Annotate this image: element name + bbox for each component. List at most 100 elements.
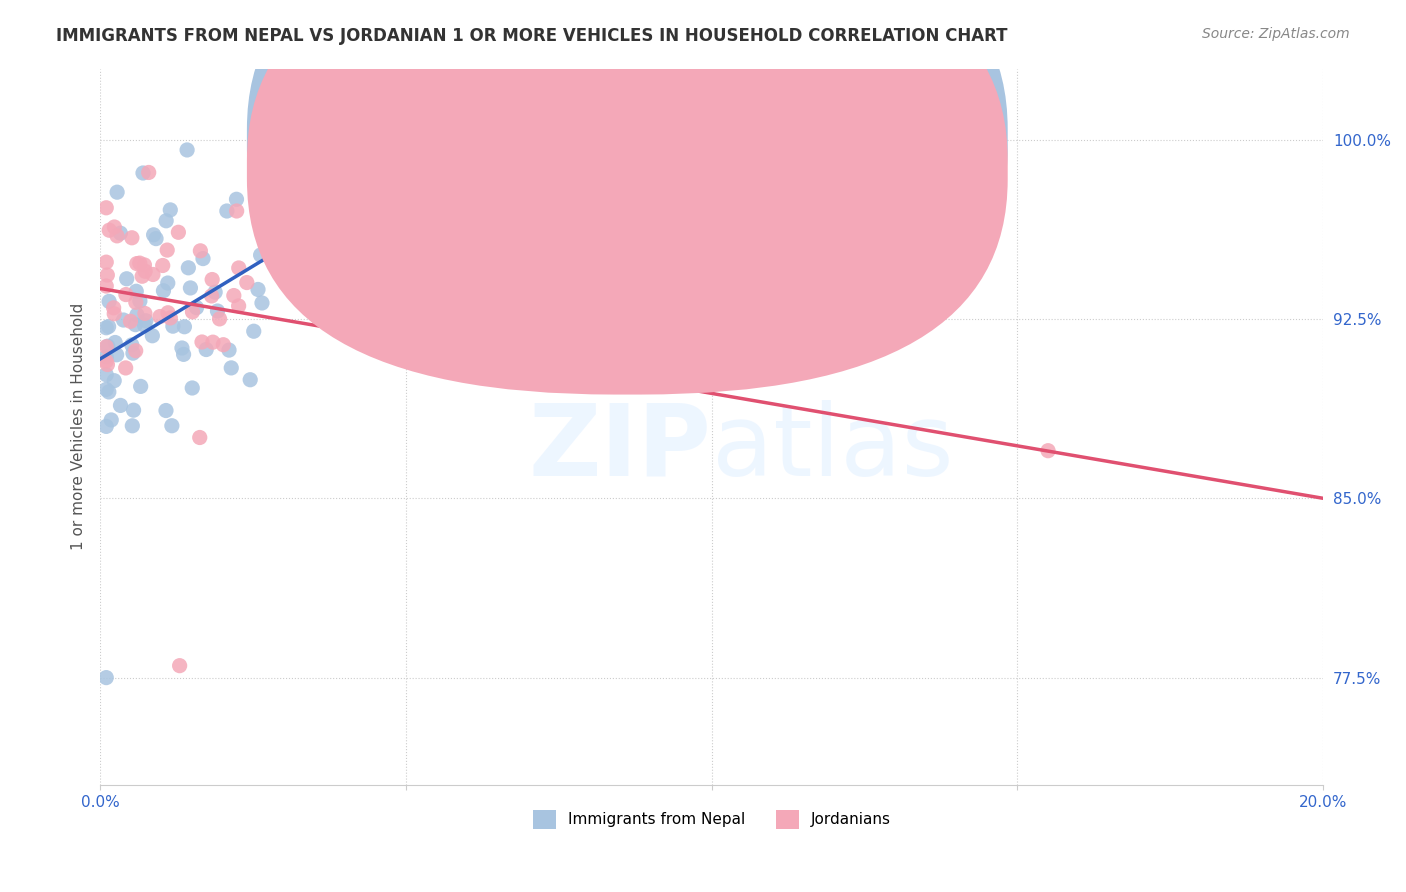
Point [156,276,179,290]
Point [134,318,156,333]
Point [219,360,242,375]
Point [212,337,235,351]
Point [112,313,135,327]
Point [160,418,183,433]
Point [155,214,177,228]
Point [96,354,118,368]
Text: ZIP: ZIP [529,400,711,497]
Point [96,383,118,397]
Point [103,219,125,234]
Point [105,228,128,243]
Point [96,419,118,434]
Point [96,279,118,293]
Point [103,301,125,315]
Point [152,259,174,273]
Point [162,319,184,334]
Point [159,310,181,325]
Point [186,301,208,315]
FancyBboxPatch shape [602,115,920,194]
FancyBboxPatch shape [247,0,1008,364]
Point [100,413,122,427]
Point [354,186,377,200]
Point [125,285,148,299]
Point [142,227,165,242]
Point [176,143,198,157]
Point [125,308,148,322]
Point [121,418,143,433]
Point [132,166,155,180]
Point [105,185,128,199]
Point [103,307,125,321]
Legend: Immigrants from Nepal, Jordanians: Immigrants from Nepal, Jordanians [527,804,897,835]
Point [190,244,212,258]
Point [104,335,127,350]
Point [302,206,325,220]
Point [267,234,290,248]
Point [97,339,120,353]
FancyBboxPatch shape [247,0,1008,394]
Point [128,293,150,308]
Point [204,285,226,300]
Point [96,255,118,269]
Point [195,343,218,357]
Point [177,260,200,275]
Point [122,346,145,360]
Point [110,399,132,413]
Point [201,335,224,350]
Point [188,430,211,444]
Point [250,296,273,310]
Point [156,243,179,257]
Point [145,232,167,246]
Point [228,299,250,313]
Point [225,204,247,219]
Point [242,324,264,338]
Point [129,379,152,393]
Point [105,348,128,362]
Point [96,201,118,215]
Point [236,276,259,290]
Text: IMMIGRANTS FROM NEPAL VS JORDANIAN 1 OR MORE VEHICLES IN HOUSEHOLD CORRELATION C: IMMIGRANTS FROM NEPAL VS JORDANIAN 1 OR … [56,27,1008,45]
Point [135,314,157,328]
Point [110,226,132,240]
Point [125,257,148,271]
Point [138,165,160,179]
Point [134,306,156,320]
Point [492,118,515,132]
Point [169,658,191,673]
Point [247,283,270,297]
Point [121,231,143,245]
Point [155,403,177,417]
Point [191,334,214,349]
Point [201,289,224,303]
Point [141,328,163,343]
Point [170,341,193,355]
Point [115,287,138,301]
Point [97,319,120,334]
Point [225,192,247,206]
Point [131,269,153,284]
Point [207,304,229,318]
Text: atlas: atlas [711,400,953,497]
Point [96,340,118,354]
Point [167,225,190,239]
Point [128,256,150,270]
Text: Source: ZipAtlas.com: Source: ZipAtlas.com [1202,27,1350,41]
Point [152,284,174,298]
Point [159,202,181,217]
Point [149,310,172,324]
Point [134,264,156,278]
Point [121,338,143,352]
Point [96,368,118,382]
Point [173,347,195,361]
Point [308,109,330,123]
Y-axis label: 1 or more Vehicles in Household: 1 or more Vehicles in Household [72,303,86,550]
Point [191,252,214,266]
Point [173,319,195,334]
Point [98,294,121,309]
Point [239,373,262,387]
Point [208,311,231,326]
Text: R = 0.419   N = 71: R = 0.419 N = 71 [626,129,796,148]
Point [96,358,118,372]
Point [96,268,118,282]
Point [142,268,165,282]
